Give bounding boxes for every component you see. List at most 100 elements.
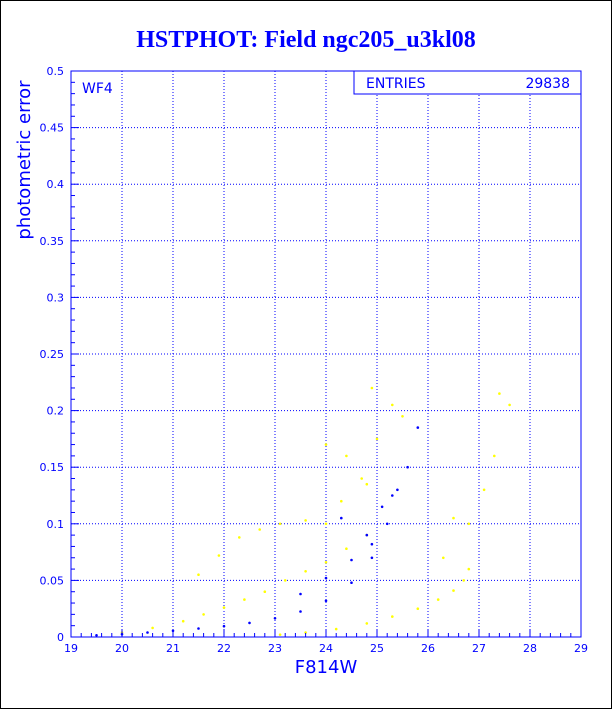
data-point bbox=[222, 624, 226, 628]
x-axis-label: F814W bbox=[295, 657, 358, 678]
data-point bbox=[462, 579, 466, 582]
data-point bbox=[508, 403, 511, 407]
data-point bbox=[248, 621, 251, 625]
x-tick-label: 23 bbox=[268, 642, 282, 655]
data-point bbox=[299, 610, 302, 613]
y-tick-label: 0.05 bbox=[40, 574, 65, 587]
grid bbox=[71, 71, 581, 637]
axis-ticks bbox=[70, 70, 582, 638]
y-tick-label: 0.1 bbox=[47, 518, 65, 531]
data-point bbox=[273, 617, 277, 620]
data-point bbox=[365, 622, 369, 625]
data-point bbox=[95, 634, 98, 637]
data-point bbox=[324, 576, 328, 580]
data-point bbox=[498, 392, 501, 395]
data-point bbox=[324, 522, 328, 526]
data-point bbox=[452, 589, 455, 592]
data-point bbox=[436, 598, 440, 601]
data-point bbox=[370, 386, 374, 390]
stats-entries-label: ENTRIES bbox=[366, 76, 426, 92]
data-point bbox=[350, 558, 353, 562]
data-point bbox=[278, 633, 282, 636]
data-point bbox=[345, 547, 348, 550]
x-tick-label: 21 bbox=[166, 642, 180, 655]
stats-box-border bbox=[353, 70, 582, 95]
data-point bbox=[416, 426, 420, 429]
data-point bbox=[416, 607, 420, 610]
y-tick-label: 0.25 bbox=[40, 348, 65, 361]
data-point bbox=[391, 403, 394, 407]
data-point bbox=[263, 590, 267, 593]
data-point bbox=[258, 528, 262, 531]
data-point bbox=[380, 505, 384, 509]
x-tick-label: 29 bbox=[574, 642, 588, 655]
data-point bbox=[324, 599, 328, 603]
data-point bbox=[467, 522, 471, 526]
y-tick-label: 0.15 bbox=[40, 461, 65, 474]
data-point bbox=[340, 516, 343, 520]
x-tick-label: 24 bbox=[319, 642, 333, 655]
y-tick-label: 0 bbox=[57, 631, 64, 644]
data-point bbox=[197, 573, 200, 576]
x-tick-label: 22 bbox=[217, 642, 231, 655]
data-point bbox=[197, 627, 200, 630]
data-point bbox=[360, 477, 364, 480]
chart-title: HSTPHOT: Field ngc205_u3kl08 bbox=[136, 27, 476, 53]
data-point bbox=[375, 437, 379, 441]
data-point bbox=[278, 522, 282, 526]
data-point bbox=[181, 619, 185, 623]
panel-label: WF4 bbox=[82, 81, 113, 97]
data-point bbox=[467, 567, 471, 571]
data-point bbox=[365, 482, 369, 486]
data-point bbox=[238, 536, 241, 539]
data-point bbox=[340, 499, 343, 503]
x-tick-label: 19 bbox=[64, 642, 78, 655]
data-point bbox=[299, 592, 302, 596]
data-point bbox=[283, 579, 287, 582]
x-tick-label: 28 bbox=[523, 642, 537, 655]
data-point bbox=[396, 488, 399, 492]
data-point bbox=[452, 516, 455, 520]
data-point bbox=[401, 415, 404, 418]
data-point bbox=[365, 533, 369, 537]
data-point bbox=[243, 598, 246, 601]
data-point bbox=[324, 443, 328, 446]
y-tick-labels: 0 0.05 0.1 0.15 0.2 0.25 0.3 0.35 0.4 0.45 0.5 bbox=[40, 65, 65, 644]
y-tick-label: 0.4 bbox=[47, 178, 65, 191]
x-tick-label: 26 bbox=[421, 642, 435, 655]
data-point bbox=[324, 561, 328, 564]
y-tick-label: 0.35 bbox=[40, 235, 65, 248]
stats-entries-value: 29838 bbox=[525, 76, 570, 92]
x-tick-label: 20 bbox=[115, 642, 129, 655]
data-point bbox=[304, 570, 307, 573]
data-point bbox=[202, 613, 205, 616]
data-point bbox=[222, 606, 226, 609]
data-point bbox=[482, 488, 486, 492]
data-point bbox=[406, 465, 409, 469]
data-point bbox=[391, 494, 394, 497]
x-tick-label: 27 bbox=[472, 642, 486, 655]
data-point bbox=[345, 454, 348, 458]
data-point bbox=[493, 454, 496, 458]
data-point bbox=[385, 522, 389, 526]
y-tick-label: 0.5 bbox=[47, 65, 65, 78]
data-point bbox=[304, 631, 307, 634]
x-tick-label: 25 bbox=[370, 642, 384, 655]
y-axis-label: photometric error bbox=[14, 80, 35, 240]
data-point bbox=[146, 631, 149, 634]
stats-box: ENTRIES 29838 bbox=[353, 70, 582, 95]
y-tick-label: 0.45 bbox=[40, 122, 65, 135]
series-1 bbox=[95, 426, 420, 637]
data-point bbox=[370, 556, 374, 560]
data-point bbox=[334, 627, 338, 631]
data-point bbox=[370, 542, 374, 546]
data-point bbox=[442, 556, 445, 560]
data-point bbox=[350, 581, 353, 584]
y-tick-label: 0.3 bbox=[47, 291, 65, 304]
data-points bbox=[95, 386, 511, 637]
data-point bbox=[391, 615, 394, 618]
x-tick-labels: 19 20 21 22 23 24 25 26 27 28 29 bbox=[64, 642, 588, 655]
data-point bbox=[217, 554, 221, 557]
data-point bbox=[151, 626, 154, 630]
